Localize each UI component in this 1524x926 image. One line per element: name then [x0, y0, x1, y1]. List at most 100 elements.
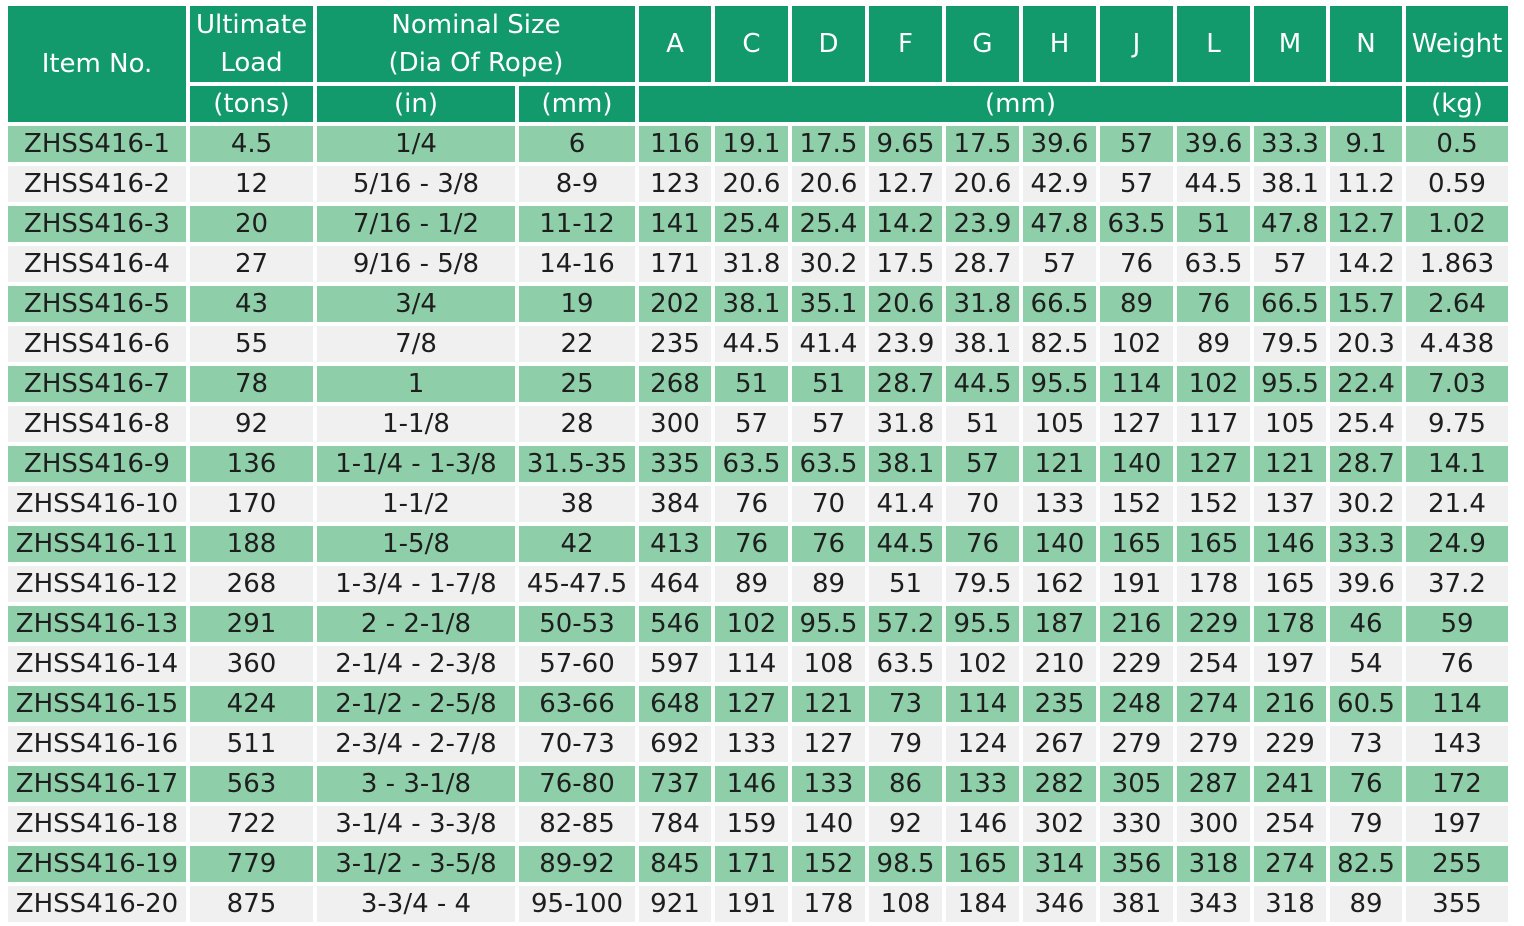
- header-nominal-size-line1: Nominal Size: [391, 10, 561, 40]
- cell-ultimate-load: 563: [190, 766, 313, 802]
- cell-dim-a: 413: [639, 526, 711, 562]
- cell-ultimate-load: 511: [190, 726, 313, 762]
- cell-dim-a: 171: [639, 246, 711, 282]
- cell-dim-d: 140: [792, 806, 865, 842]
- cell-nominal-size-mm: 38: [519, 486, 635, 522]
- cell-dim-g: 28.7: [946, 246, 1019, 282]
- cell-dim-j: 229: [1100, 646, 1173, 682]
- cell-dim-a: 268: [639, 366, 711, 402]
- cell-dim-f: 20.6: [869, 286, 942, 322]
- cell-dim-m: 318: [1254, 886, 1326, 922]
- cell-item-no: ZHSS416-15: [8, 686, 186, 722]
- cell-dim-f: 17.5: [869, 246, 942, 282]
- cell-dim-d: 35.1: [792, 286, 865, 322]
- cell-dim-d: 70: [792, 486, 865, 522]
- cell-dim-d: 63.5: [792, 446, 865, 482]
- cell-weight: 24.9: [1406, 526, 1508, 562]
- cell-dim-f: 44.5: [869, 526, 942, 562]
- table-row: ZHSS416-7 78 1 25 268 51 51 28.7 44.5 95.5 114 102 9…: [8, 366, 1508, 402]
- cell-dim-g: 57: [946, 446, 1019, 482]
- cell-dim-j: 330: [1100, 806, 1173, 842]
- cell-dim-g: 76: [946, 526, 1019, 562]
- cell-ultimate-load: 779: [190, 846, 313, 882]
- cell-dim-g: 124: [946, 726, 1019, 762]
- cell-dim-m: 79.5: [1254, 326, 1326, 362]
- table-header: Item No. Ultimate Load Nominal Size (Dia…: [8, 6, 1508, 122]
- cell-ultimate-load: 20: [190, 206, 313, 242]
- cell-dim-f: 12.7: [869, 166, 942, 202]
- cell-dim-f: 23.9: [869, 326, 942, 362]
- cell-weight: 114: [1406, 686, 1508, 722]
- cell-dim-h: 82.5: [1023, 326, 1096, 362]
- cell-dim-a: 235: [639, 326, 711, 362]
- header-dim-c: C: [715, 6, 788, 82]
- cell-item-no: ZHSS416-6: [8, 326, 186, 362]
- cell-weight: 143: [1406, 726, 1508, 762]
- cell-dim-a: 921: [639, 886, 711, 922]
- table-row: ZHSS416-10 170 1-1/2 38 384 76 70 41.4 70 133 152 1…: [8, 486, 1508, 522]
- cell-nominal-size-mm: 14-16: [519, 246, 635, 282]
- cell-dim-h: 47.8: [1023, 206, 1096, 242]
- cell-dim-d: 133: [792, 766, 865, 802]
- header-unit-kg: (kg): [1406, 86, 1508, 122]
- cell-dim-l: 165: [1177, 526, 1250, 562]
- cell-dim-a: 597: [639, 646, 711, 682]
- cell-dim-h: 187: [1023, 606, 1096, 642]
- cell-item-no: ZHSS416-8: [8, 406, 186, 442]
- cell-dim-j: 57: [1100, 166, 1173, 202]
- cell-weight: 76: [1406, 646, 1508, 682]
- cell-nominal-size-in: 7/8: [317, 326, 515, 362]
- cell-dim-j: 356: [1100, 846, 1173, 882]
- header-dim-a: A: [639, 6, 711, 82]
- cell-dim-a: 737: [639, 766, 711, 802]
- cell-nominal-size-in: 2-3/4 - 2-7/8: [317, 726, 515, 762]
- cell-dim-h: 140: [1023, 526, 1096, 562]
- cell-dim-h: 314: [1023, 846, 1096, 882]
- cell-nominal-size-in: 1-5/8: [317, 526, 515, 562]
- cell-dim-g: 70: [946, 486, 1019, 522]
- cell-weight: 21.4: [1406, 486, 1508, 522]
- table-row: ZHSS416-16 511 2-3/4 - 2-7/8 70-73 692 133 127…: [8, 726, 1508, 762]
- cell-dim-c: 171: [715, 846, 788, 882]
- cell-dim-h: 133: [1023, 486, 1096, 522]
- cell-dim-n: 54: [1330, 646, 1402, 682]
- cell-weight: 4.438: [1406, 326, 1508, 362]
- cell-dim-h: 66.5: [1023, 286, 1096, 322]
- header-nominal-size-line2: (Dia Of Rope): [388, 48, 564, 78]
- cell-dim-g: 23.9: [946, 206, 1019, 242]
- cell-dim-f: 92: [869, 806, 942, 842]
- cell-dim-c: 89: [715, 566, 788, 602]
- cell-ultimate-load: 875: [190, 886, 313, 922]
- cell-dim-j: 191: [1100, 566, 1173, 602]
- cell-dim-f: 108: [869, 886, 942, 922]
- cell-nominal-size-in: 7/16 - 1/2: [317, 206, 515, 242]
- header-dim-g: G: [946, 6, 1019, 82]
- table-row: ZHSS416-15 424 2-1/2 - 2-5/8 63-66 648 127 121…: [8, 686, 1508, 722]
- cell-dim-j: 165: [1100, 526, 1173, 562]
- cell-dim-c: 63.5: [715, 446, 788, 482]
- cell-ultimate-load: 268: [190, 566, 313, 602]
- cell-item-no: ZHSS416-19: [8, 846, 186, 882]
- cell-nominal-size-mm: 50-53: [519, 606, 635, 642]
- cell-dim-n: 73: [1330, 726, 1402, 762]
- cell-nominal-size-in: 1-3/4 - 1-7/8: [317, 566, 515, 602]
- cell-nominal-size-mm: 57-60: [519, 646, 635, 682]
- spec-table: Item No. Ultimate Load Nominal Size (Dia…: [4, 2, 1512, 926]
- cell-dim-n: 22.4: [1330, 366, 1402, 402]
- cell-dim-j: 216: [1100, 606, 1173, 642]
- cell-dim-m: 66.5: [1254, 286, 1326, 322]
- cell-dim-a: 123: [639, 166, 711, 202]
- header-item-no: Item No.: [8, 6, 186, 122]
- cell-item-no: ZHSS416-13: [8, 606, 186, 642]
- cell-dim-g: 51: [946, 406, 1019, 442]
- cell-dim-m: 47.8: [1254, 206, 1326, 242]
- cell-item-no: ZHSS416-11: [8, 526, 186, 562]
- cell-dim-f: 38.1: [869, 446, 942, 482]
- cell-dim-g: 184: [946, 886, 1019, 922]
- cell-ultimate-load: 78: [190, 366, 313, 402]
- cell-dim-j: 381: [1100, 886, 1173, 922]
- cell-dim-d: 76: [792, 526, 865, 562]
- table-row: ZHSS416-12 268 1-3/4 - 1-7/8 45-47.5 464 89 89…: [8, 566, 1508, 602]
- header-dim-h: H: [1023, 6, 1096, 82]
- cell-nominal-size-in: 3-1/2 - 3-5/8: [317, 846, 515, 882]
